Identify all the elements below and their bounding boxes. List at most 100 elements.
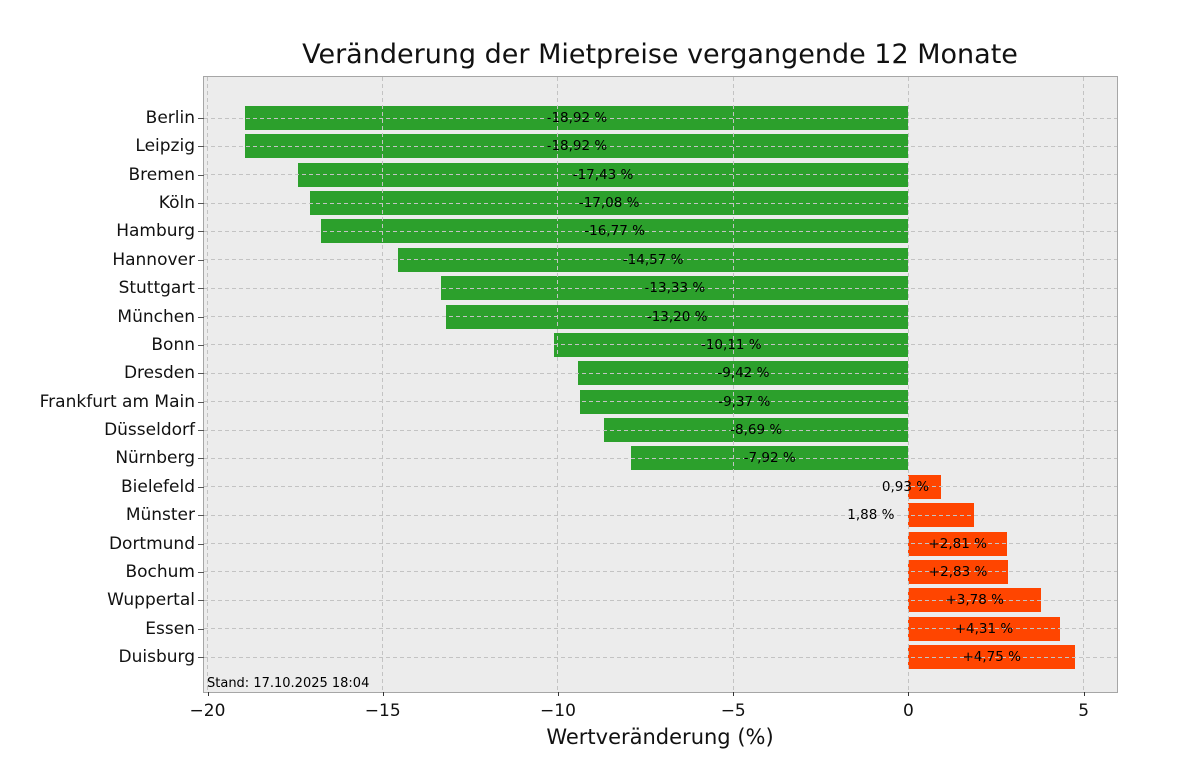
y-tick-mark [198, 203, 204, 205]
y-tick-mark [198, 486, 204, 488]
horizontal-gridline [204, 599, 1117, 601]
vertical-gridline [732, 77, 734, 692]
y-axis-label-stuttgart: Stuttgart [118, 278, 195, 299]
bar-value-label: -14,57 % [622, 251, 684, 268]
chart-title: Veränderung der Mietpreise vergangende 1… [302, 39, 1018, 70]
horizontal-gridline [204, 543, 1117, 545]
bar-value-label: -13,33 % [644, 280, 706, 297]
y-tick-mark [198, 373, 204, 375]
y-axis-label-bonn: Bonn [151, 334, 195, 355]
horizontal-gridline [204, 316, 1117, 318]
y-axis-label-dortmund: Dortmund [108, 533, 195, 554]
horizontal-gridline [204, 174, 1117, 176]
y-tick-mark [198, 628, 204, 630]
bar-value-label: -9,37 % [718, 393, 771, 410]
x-tick-mark [1083, 692, 1085, 696]
bar-value-label: -18,92 % [546, 138, 608, 155]
stand-timestamp: Stand: 17.10.2025 18:04 [207, 676, 370, 691]
y-tick-mark [198, 288, 204, 290]
y-axis-label-n-rnberg: Nürnberg [115, 448, 195, 469]
bar-value-label: -16,77 % [584, 223, 645, 240]
y-tick-mark [198, 543, 204, 545]
y-tick-mark [198, 316, 204, 318]
horizontal-gridline [204, 429, 1117, 431]
bar-value-label: -9,42 % [717, 365, 770, 382]
horizontal-gridline [204, 571, 1117, 573]
y-axis-label-essen: Essen [145, 618, 195, 639]
vertical-gridline [207, 77, 208, 692]
bar-value-label: 0,93 % [881, 478, 930, 495]
y-tick-mark [198, 118, 204, 119]
x-tick-label: 0 [903, 701, 914, 721]
vertical-gridline [557, 77, 559, 692]
y-tick-mark [198, 401, 204, 403]
x-tick-mark [733, 692, 735, 696]
x-tick-label: −15 [364, 701, 401, 721]
bar-value-label: -13,20 % [646, 308, 708, 325]
y-axis-label-k-ln: Köln [158, 193, 195, 214]
bar-value-label: -17,43 % [572, 166, 634, 183]
vertical-gridline [382, 77, 384, 692]
bar-value-label: -8,69 % [730, 422, 783, 439]
y-tick-mark [198, 458, 204, 460]
bar-value-label: +4,31 % [954, 620, 1014, 637]
x-tick-label: −5 [720, 701, 746, 721]
y-tick-mark [198, 174, 204, 176]
x-tick-mark [908, 692, 910, 696]
y-tick-mark [198, 344, 204, 346]
y-axis-label-bielefeld: Bielefeld [121, 476, 195, 497]
bar-value-label: -7,92 % [743, 450, 796, 467]
vertical-gridline [1083, 77, 1085, 692]
y-axis-label-bremen: Bremen [128, 164, 195, 185]
horizontal-gridline [204, 457, 1117, 459]
y-axis-label-leipzig: Leipzig [135, 136, 195, 157]
plot-area: Stand: 17.10.2025 18:04 -18,92 % -18,92 %… [203, 76, 1118, 693]
y-tick-mark [198, 571, 204, 573]
horizontal-gridline [204, 259, 1117, 261]
y-axis-label-m-nster: Münster [125, 505, 195, 526]
y-tick-mark [198, 259, 204, 261]
bar-value-label: +4,75 % [962, 649, 1021, 666]
x-tick-mark [382, 692, 384, 696]
x-axis-title: Wertveränderung (%) [546, 725, 774, 749]
bar-value-label: +3,78 % [945, 592, 1004, 609]
y-tick-mark [198, 657, 204, 659]
horizontal-gridline [204, 117, 1117, 119]
horizontal-gridline [204, 230, 1117, 232]
horizontal-gridline [204, 344, 1117, 346]
horizontal-gridline [204, 401, 1117, 403]
y-tick-mark [198, 430, 204, 432]
horizontal-gridline [204, 486, 1117, 488]
y-tick-mark [198, 600, 204, 602]
y-tick-mark [198, 231, 204, 233]
y-axis-label-d-sseldorf: Düsseldorf [104, 420, 195, 441]
bar-value-label: -17,08 % [578, 195, 640, 212]
vertical-gridline [907, 77, 909, 692]
bar-value-label: -18,92 % [546, 110, 608, 126]
x-tick-label: −20 [189, 701, 226, 721]
bar-value-label: +2,81 % [928, 535, 987, 552]
x-tick-label: 5 [1078, 701, 1090, 721]
horizontal-gridline [204, 628, 1117, 630]
y-axis-label-hamburg: Hamburg [116, 221, 195, 242]
horizontal-gridline [204, 372, 1117, 374]
y-axis-label-hannover: Hannover [112, 249, 195, 270]
x-tick-label: −10 [540, 701, 576, 721]
horizontal-gridline [204, 514, 1117, 516]
bar-value-label: +2,83 % [928, 563, 988, 580]
bar-value-label: 1,88 % [847, 507, 895, 524]
y-axis-label-wuppertal: Wuppertal [107, 590, 195, 611]
horizontal-gridline [204, 145, 1117, 147]
y-tick-mark [198, 146, 204, 148]
y-axis-label-dresden: Dresden [123, 363, 195, 384]
bar-value-label: -10,11 % [700, 336, 762, 353]
x-tick-mark [207, 692, 209, 696]
x-tick-mark [557, 692, 559, 696]
y-axis-label-bochum: Bochum [125, 561, 195, 582]
y-axis-label-berlin: Berlin [145, 108, 195, 128]
horizontal-gridline [204, 656, 1117, 658]
y-axis-label-frankfurt-am-main: Frankfurt am Main [39, 391, 195, 412]
y-axis-label-duisburg: Duisburg [118, 647, 196, 668]
y-axis-label-m-nchen: München [117, 306, 195, 327]
